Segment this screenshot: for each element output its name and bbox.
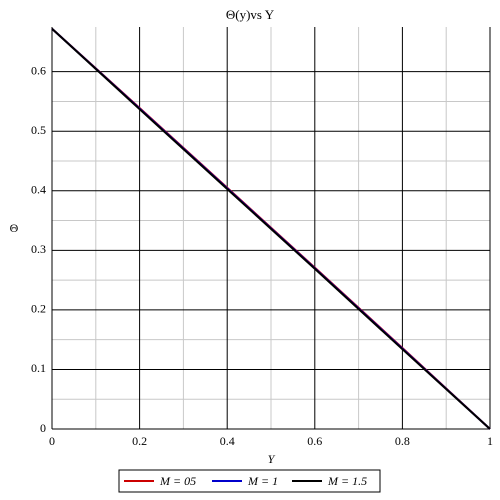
legend-label: M = 05 <box>159 474 196 488</box>
x-axis-label: Y <box>268 452 276 466</box>
series-line <box>51 28 491 430</box>
y-tick-label: 0.4 <box>31 183 46 197</box>
x-tick-label: 0 <box>49 434 55 448</box>
chart-title: Θ(y)vs Y <box>226 7 275 22</box>
y-tick-label: 0.6 <box>31 63 46 77</box>
y-tick-label: 0 <box>40 421 46 435</box>
x-tick-label: 0.2 <box>132 434 147 448</box>
y-tick-label: 0.5 <box>31 123 46 137</box>
legend-box <box>118 469 381 493</box>
x-tick-label: 0.6 <box>307 434 322 448</box>
x-tick-label: 0.4 <box>220 434 235 448</box>
legend-label: M = 1 <box>247 474 278 488</box>
x-tick-label: 0.8 <box>395 434 410 448</box>
y-tick-label: 0.3 <box>31 242 46 256</box>
y-axis-label: Θ <box>10 221 19 235</box>
y-tick-label: 0.1 <box>31 361 46 375</box>
y-tick-label: 0.2 <box>31 302 46 316</box>
x-tick-label: 1 <box>487 434 493 448</box>
legend-label: M = 1.5 <box>327 474 367 488</box>
